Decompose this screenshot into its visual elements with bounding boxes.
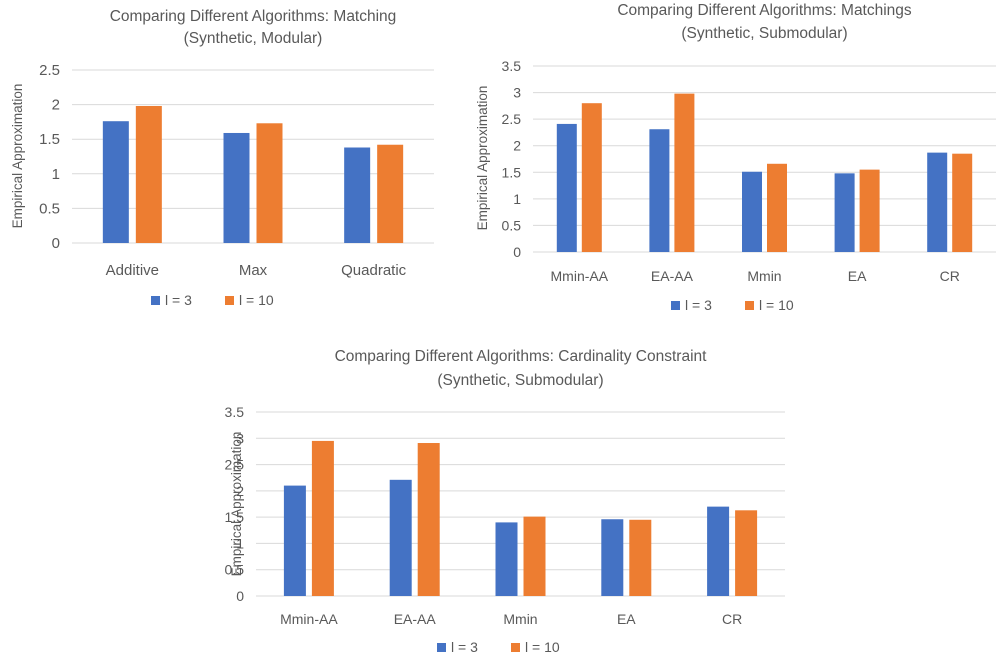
chart3-bar-series2 xyxy=(629,519,652,596)
chart3-ytick-label: 3 xyxy=(236,430,244,446)
chart3-title: Comparing Different Algorithms: Cardinal… xyxy=(335,348,708,365)
chart2-xtick-label: CR xyxy=(940,268,960,284)
chart1-ytick-label: 0.5 xyxy=(39,200,60,217)
chart2-bar-series1 xyxy=(834,173,855,252)
chart1-ylabel: Empirical Approximation xyxy=(10,84,25,229)
chart2-xtick-label: EA-AA xyxy=(651,268,694,284)
chart3-ytick-label: 1 xyxy=(236,535,244,551)
chart2-bar-series2 xyxy=(952,153,973,252)
chart1-legend-label: l = 10 xyxy=(239,292,274,308)
chart2-ytick-label: 1 xyxy=(513,191,521,207)
chart3-xtick-label: Mmin xyxy=(503,611,537,627)
chart3-bar-series1 xyxy=(601,519,624,596)
chart2-ytick-label: 0 xyxy=(513,244,521,260)
chart1-bar-series1 xyxy=(102,121,129,243)
chart3-legend-swatch xyxy=(511,643,520,652)
chart1-legend-swatch xyxy=(151,296,160,305)
chart3-legend-label: l = 3 xyxy=(451,639,478,655)
chart2-bar-series1 xyxy=(649,129,670,252)
chart2-bar-series1 xyxy=(927,152,948,252)
chart2-subtitle: (Synthetic, Submodular) xyxy=(681,25,847,42)
chart2-xtick-label: Mmin-AA xyxy=(551,268,609,284)
chart3-bar-series1 xyxy=(283,485,306,596)
chart1-bar-series1 xyxy=(344,147,371,243)
chart3-bar-series2 xyxy=(417,443,440,596)
chart1-xtick-label: Additive xyxy=(106,262,159,279)
chart2-ytick-label: 3.5 xyxy=(502,58,522,74)
chart1-ytick-label: 0 xyxy=(52,235,60,252)
chart1-xtick-label: Quadratic xyxy=(341,262,407,279)
chart2-bar-series2 xyxy=(674,93,695,253)
chart3-ytick-label: 0 xyxy=(236,588,244,604)
chart3-ytick-label: 0.5 xyxy=(225,562,245,578)
chart1-xtick-label: Max xyxy=(239,262,268,279)
chart2-ytick-label: 1.5 xyxy=(502,164,522,180)
chart3-subtitle: (Synthetic, Submodular) xyxy=(437,372,603,389)
chart2-ytick-label: 0.5 xyxy=(502,217,522,233)
chart3-xtick-label: Mmin-AA xyxy=(280,611,338,627)
chart3-ytick-label: 2.5 xyxy=(225,457,245,473)
chart1-ytick-label: 2.5 xyxy=(39,62,60,79)
chart3-legend-label: l = 10 xyxy=(525,639,560,655)
chart3-ytick-label: 2 xyxy=(236,483,244,499)
chart2-ytick-label: 2 xyxy=(513,138,521,154)
chart3-bar-series2 xyxy=(523,516,546,596)
chart1-bar-series2 xyxy=(256,123,283,243)
chart1-bar-series2 xyxy=(135,105,162,243)
chart3-bar-series1 xyxy=(707,506,730,596)
chart2-bar-series1 xyxy=(742,171,762,252)
chart2-xtick-label: EA xyxy=(848,268,867,284)
chart2-title: Comparing Different Algorithms: Matching… xyxy=(617,2,912,19)
chart3-legend-swatch xyxy=(437,643,446,652)
chart2-bar-series2 xyxy=(859,169,880,252)
chart2-legend-swatch xyxy=(671,301,680,310)
chart3-bar-series2 xyxy=(735,510,758,596)
chart1-ytick-label: 1 xyxy=(52,166,60,183)
chart1-ytick-label: 2 xyxy=(52,97,60,114)
chart1-legend-label: l = 3 xyxy=(165,292,192,308)
chart1-ytick-label: 1.5 xyxy=(39,131,60,148)
chart2-legend-swatch xyxy=(745,301,754,310)
chart1-subtitle: (Synthetic, Modular) xyxy=(184,30,323,47)
chart1-title: Comparing Different Algorithms: Matching xyxy=(110,8,397,25)
chart2-bar-series1 xyxy=(556,123,577,252)
chart2-ytick-label: 3 xyxy=(513,85,521,101)
chart3-xtick-label: EA xyxy=(617,611,636,627)
chart1-bar-series2 xyxy=(377,144,404,243)
chart2-ylabel: Empirical Approximation xyxy=(475,86,490,231)
chart3-xtick-label: CR xyxy=(722,611,742,627)
chart2-ytick-label: 2.5 xyxy=(502,111,522,127)
chart3-ytick-label: 1.5 xyxy=(225,509,245,525)
chart1-legend-swatch xyxy=(225,296,234,305)
chart1-bar-series1 xyxy=(223,132,250,243)
chart3-xtick-label: EA-AA xyxy=(394,611,437,627)
chart3-bar-series1 xyxy=(389,479,412,596)
chart2-bar-series2 xyxy=(767,163,787,252)
chart2-legend-label: l = 3 xyxy=(685,297,712,313)
chart2-xtick-label: Mmin xyxy=(747,268,781,284)
chart2-bar-series2 xyxy=(581,103,602,252)
chart3-ylabel: Empirical Approximation xyxy=(229,432,244,577)
chart3-bar-series2 xyxy=(311,440,334,596)
chart3-ytick-label: 3.5 xyxy=(225,404,245,420)
chart2-legend-label: l = 10 xyxy=(759,297,794,313)
chart3-bar-series1 xyxy=(495,522,518,596)
